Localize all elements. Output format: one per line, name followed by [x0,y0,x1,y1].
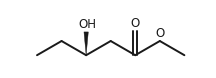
Text: O: O [131,17,140,30]
Polygon shape [84,32,88,55]
Text: O: O [155,27,164,40]
Text: OH: OH [79,18,97,31]
